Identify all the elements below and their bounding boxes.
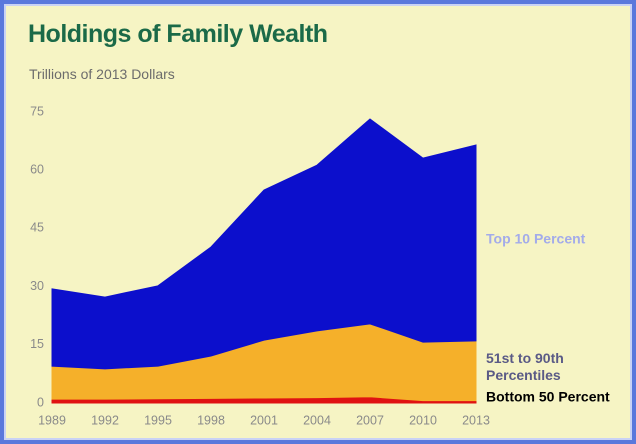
chart-subtitle: Trillions of 2013 Dollars — [29, 66, 175, 82]
x-tick-label: 2007 — [356, 413, 384, 427]
series-label: 51st to 90th Percentiles — [486, 349, 564, 383]
y-tick-label: 0 — [37, 395, 44, 409]
y-tick-label: 60 — [30, 162, 44, 176]
y-tick-label: 45 — [30, 221, 44, 235]
series-label: Top 10 Percent — [486, 230, 586, 247]
y-tick-label: 30 — [30, 279, 44, 293]
y-tick-label: 15 — [30, 337, 44, 351]
x-tick-label: 1992 — [91, 413, 119, 427]
plot: 0 15 30 45 60 75 1989 1992 1995 1998 2001 2004 2007 2… — [30, 104, 490, 427]
x-tick-label: 2010 — [409, 413, 437, 427]
x-tick-label: 2013 — [462, 413, 490, 427]
chart-title: Holdings of Family Wealth — [28, 20, 328, 48]
x-tick-label: 2004 — [303, 413, 331, 427]
x-tick-label: 1989 — [38, 413, 66, 427]
x-tick-label: 1995 — [144, 413, 172, 427]
area — [51, 118, 477, 370]
x-tick-label: 1998 — [197, 413, 225, 427]
series-label: Bottom 50 Percent — [486, 388, 610, 405]
y-tick-label: 75 — [30, 104, 44, 118]
x-tick-label: 2001 — [250, 413, 278, 427]
